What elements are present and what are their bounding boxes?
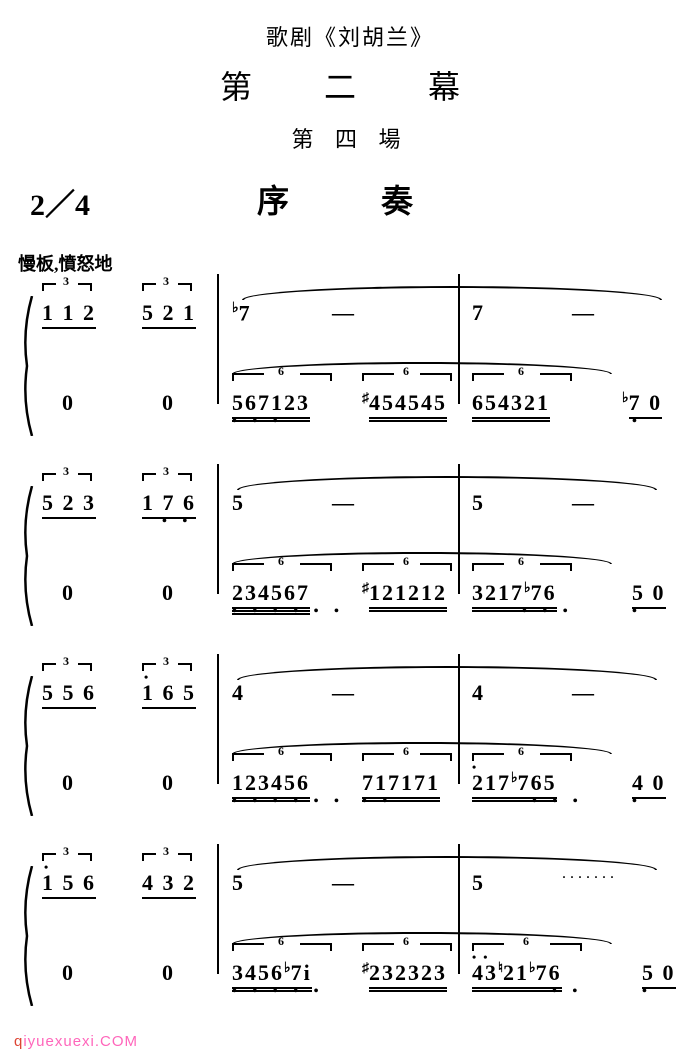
octave-dots: • •	[362, 794, 393, 810]
tie	[232, 552, 612, 564]
notes: 5 5 6	[42, 680, 96, 709]
dash: —	[572, 300, 592, 326]
octave-dots: • •	[552, 984, 583, 1000]
octave-dots: •	[632, 414, 643, 430]
system-brace	[20, 866, 34, 1006]
octave-dots: • • •	[532, 794, 584, 810]
system-brace	[20, 486, 34, 626]
tie	[232, 362, 612, 374]
dash: —	[332, 490, 352, 516]
notes: 654321	[472, 390, 550, 419]
barline	[217, 844, 219, 974]
tie	[237, 476, 657, 490]
notes: 5 2 1	[142, 300, 196, 329]
dash: —	[572, 680, 592, 706]
notes: 454545	[369, 390, 447, 419]
time-signature: 2／4	[30, 180, 90, 224]
system-3: 3 5 5 6 • 3 1 6 5 4 — 4 — 0 0 6 123456 •…	[20, 660, 680, 840]
octave-dots: • • • • •	[232, 984, 325, 1000]
rest: 0	[62, 770, 75, 796]
notes: 76	[531, 580, 557, 605]
notes: 21	[503, 960, 529, 985]
opera-title: 歌剧《刘胡兰》	[0, 20, 700, 52]
octave-dots: • • •	[232, 414, 284, 430]
triplet-label: 3	[163, 654, 171, 668]
octave-dots: •	[632, 794, 643, 810]
rest: 0	[62, 960, 75, 986]
tempo-marking: 慢板,憤怒地	[18, 250, 113, 276]
notes: 232323	[369, 960, 447, 989]
triplet-label: 3	[63, 464, 71, 478]
tie	[237, 856, 657, 870]
rest: 0	[162, 960, 175, 986]
notes: 765	[518, 770, 557, 795]
notes: 3456	[232, 960, 284, 985]
rest: 0	[62, 580, 75, 606]
note: 5	[232, 490, 245, 516]
dotted-dash: ·······	[562, 870, 618, 885]
octave-dots: •	[642, 984, 653, 1000]
barline	[217, 274, 219, 404]
act-title: 第 二 幕	[0, 62, 700, 108]
barline	[217, 654, 219, 784]
watermark-text: iyuexuexi.COM	[23, 1033, 138, 1050]
triplet-label: 3	[163, 844, 171, 858]
scene-title: 第 四 場	[0, 122, 700, 154]
note: 7	[239, 300, 252, 325]
section-title: 序 奏	[0, 176, 700, 222]
dash: —	[332, 870, 352, 896]
rest: 0	[62, 390, 75, 416]
watermark: qiyuexuexi.COM	[14, 1033, 138, 1050]
dash: —	[572, 490, 592, 516]
note: 5	[232, 870, 245, 896]
system-4: • 3 1 5 6 3 4 3 2 5 — 5 ······· 0 0 6 34…	[20, 850, 680, 1030]
notes: 7i	[291, 960, 312, 985]
triplet-label: 3	[63, 844, 71, 858]
rest: 0	[162, 580, 175, 606]
triplet-label: 3	[163, 464, 171, 478]
system-1: 3 1 1 2 3 5 2 1 ♭7 — 7 — 0 0 6 567123 • …	[20, 280, 680, 460]
music-systems: 3 1 1 2 3 5 2 1 ♭7 — 7 — 0 0 6 567123 • …	[20, 280, 680, 1040]
octave-dots: • •	[162, 514, 193, 530]
triplet-label: 3	[63, 654, 71, 668]
note: 4	[472, 680, 485, 706]
tie	[232, 932, 612, 944]
octave-dots: •	[632, 604, 643, 620]
dash: —	[332, 680, 352, 706]
watermark-q: q	[14, 1033, 23, 1050]
rest: 0	[162, 390, 175, 416]
note: 4	[232, 680, 245, 706]
notes: 121212	[369, 580, 447, 609]
triplet-label: 3	[63, 274, 71, 288]
octave-dots: • • •	[522, 604, 574, 620]
note: 5	[472, 870, 485, 896]
barline	[217, 464, 219, 594]
notes: 1 1 2	[42, 300, 96, 329]
triplet-label: 3	[163, 274, 171, 288]
octave-dots: • • • • • •	[232, 604, 345, 620]
dash: —	[332, 300, 352, 326]
tie	[242, 286, 662, 300]
notes: 4 3 2	[142, 870, 196, 899]
note: 7	[472, 300, 485, 326]
tie	[237, 666, 657, 680]
tie	[232, 742, 612, 754]
notes: 5 2 3	[42, 490, 96, 519]
notes: 3217	[472, 580, 524, 605]
notes: 43	[472, 960, 498, 985]
octave-dots: • • • • • •	[232, 794, 345, 810]
system-2: 3 5 2 3 3 1 7 6 • • 5 — 5 — 0 0 6 234567…	[20, 470, 680, 650]
rest: 0	[162, 770, 175, 796]
system-brace	[20, 676, 34, 816]
note: 5	[472, 490, 485, 516]
system-brace	[20, 296, 34, 436]
notes: 76	[536, 960, 562, 985]
notes: 217	[472, 770, 511, 795]
